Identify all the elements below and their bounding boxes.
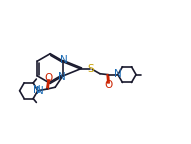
Text: S: S [88, 64, 94, 74]
Text: O: O [104, 80, 113, 90]
Text: N: N [33, 85, 40, 95]
Text: N: N [36, 86, 43, 96]
Text: N: N [114, 69, 122, 79]
Text: O: O [45, 73, 53, 83]
Text: N: N [60, 55, 68, 65]
Text: N: N [58, 72, 66, 82]
